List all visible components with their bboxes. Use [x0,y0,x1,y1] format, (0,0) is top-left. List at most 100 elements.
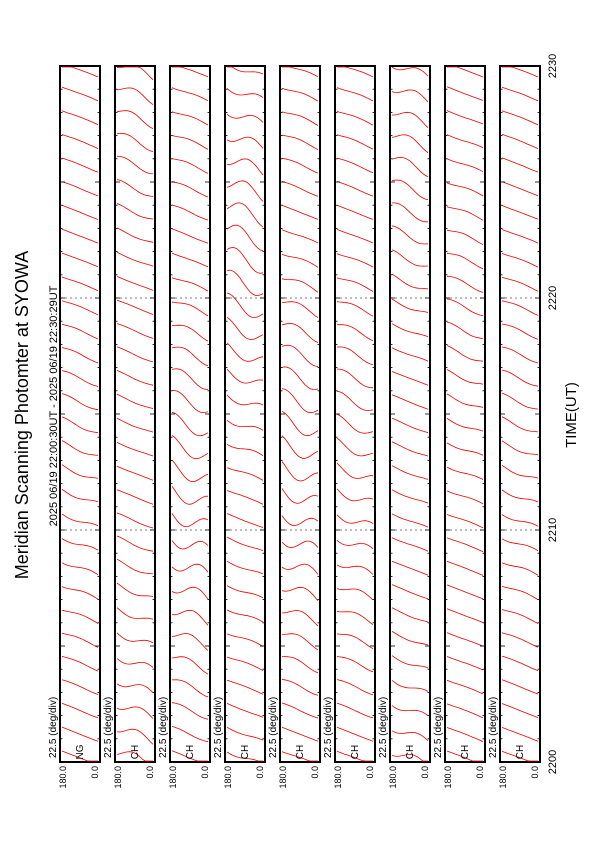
trace-line [391,655,429,669]
trace-line [61,632,99,648]
ylabel-min: 0.0 [475,766,485,779]
trace-line [171,181,209,198]
trace-line [281,278,319,293]
scale-label: 22.5 (deg/div) [158,697,169,758]
trace-line [226,656,264,671]
trace-line [171,434,209,460]
ylabel-min: 0.0 [420,766,430,779]
trace-line [116,66,154,81]
trace-line [446,466,484,480]
trace-line [171,346,209,367]
trace-line [61,204,99,220]
ylabel-max: 180.0 [168,766,178,789]
trace-line [446,206,484,221]
trace-line [226,679,264,695]
x-tick-label: 2210 [547,518,559,542]
trace-line [226,633,264,647]
trace-line [446,321,484,339]
trace-line [61,702,99,719]
trace-line [116,728,154,745]
trace-line [226,444,264,457]
channel-label: CH [130,745,141,759]
trace-line [446,608,484,623]
trace-line [226,113,264,123]
x-tick-label: 2220 [547,286,559,310]
scale-label: 22.5 (deg/div) [103,697,114,758]
trace-line [61,157,99,173]
ylabel-min: 0.0 [365,766,375,779]
trace-line [446,442,484,456]
trace-line [61,440,99,456]
trace-line [281,633,319,651]
trace-line [282,656,319,674]
trace-line [61,370,99,387]
trace-line [446,393,484,408]
trace-line [446,298,484,316]
panel-4: 22.5 (deg/div) 180.0 0.0 CH [213,65,266,789]
trace-line [61,347,99,364]
trace-line [391,298,429,313]
trace-line [116,251,154,267]
trace-line [336,750,373,762]
trace-line [116,393,154,409]
trace-line [116,299,154,315]
trace-line [171,679,209,698]
ylabel-min: 0.0 [145,766,155,779]
trace-line [116,582,154,597]
trace-line [61,562,99,576]
trace-line [116,203,154,220]
channel-label: CH [460,745,471,759]
trace-line [171,87,209,102]
trace-line [116,535,154,552]
trace-line [281,157,319,174]
trace-line [391,225,429,245]
trace-line [336,346,374,365]
trace-line [61,181,99,197]
trace-line [501,110,539,126]
trace-line [171,301,209,317]
trace-line [116,512,154,529]
trace-line [446,703,484,719]
trace-line [171,204,209,221]
ylabel-min: 0.0 [200,766,210,779]
trace-line [501,679,539,695]
trace-line [501,703,539,718]
trace-line [336,539,374,550]
trace-line [446,134,484,149]
panel-1: 22.5 (deg/div) 180.0 0.0 NG [48,65,101,789]
trace-line [226,419,264,431]
trace-line [116,632,154,644]
scale-label: 22.5 (deg/div) [433,697,444,758]
trace-line [446,345,484,362]
trace-line [116,346,154,363]
trace-line [226,536,264,551]
trace-line [392,111,429,128]
trace-line [116,87,154,106]
trace-line [391,323,429,338]
trace-line [171,726,209,743]
trace-line [391,705,429,716]
trace-line [336,229,374,244]
trace-line [281,254,319,268]
trace-line [336,702,374,719]
trace-line [391,465,429,480]
trace-line [281,323,319,343]
trace-line [116,489,154,505]
trace-line [61,538,99,551]
trace-line [446,632,484,647]
chart-title: Meridian Scanning Photomter at SYOWA [12,251,32,579]
trace-line [281,586,319,601]
trace-line [171,459,209,483]
panel-8: 22.5 (deg/div) 180.0 0.0 CH [433,65,486,789]
trace-line [171,656,209,675]
trace-line [116,323,154,339]
trace-line [446,86,484,101]
trace-line [501,276,539,292]
channel-label: CH [295,745,306,759]
time-axis: 2200 2210 2220 2230 [60,54,559,774]
trace-line [227,66,264,75]
trace-line [446,537,484,553]
trace-line [61,726,99,742]
trace-line [171,324,209,342]
trace-line [61,586,99,600]
